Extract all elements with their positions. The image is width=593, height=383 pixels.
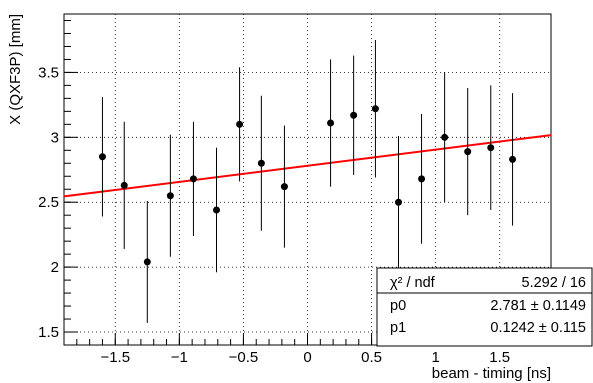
y-tick-label: 3.5 — [38, 64, 59, 81]
y-tick-label: 3 — [51, 129, 59, 146]
data-point — [441, 72, 449, 203]
data-point — [394, 136, 402, 269]
data-point — [236, 67, 244, 182]
point-marker — [350, 111, 358, 119]
data-point — [280, 125, 288, 248]
point-marker — [418, 175, 426, 183]
x-tick-label: 0.5 — [361, 349, 382, 366]
stats-chi2-value: 5.292 / 16 — [522, 275, 587, 291]
x-axis-title: beam - timing [ns] — [432, 365, 551, 382]
y-tick-label: 2.5 — [38, 194, 59, 211]
point-marker — [441, 133, 449, 141]
x-tick-label: −1 — [171, 349, 188, 366]
point-marker — [166, 192, 174, 200]
point-marker — [143, 258, 151, 266]
data-point — [143, 200, 151, 323]
tick-labels: −1.5 −1 −0.5 0 0.5 1 1.5 1.5 2 2.5 3 3.5 — [38, 64, 510, 366]
y-axis-title: X (QXF3P) [mm] — [7, 14, 24, 125]
stats-p0-value: 2.781 ± 0.1149 — [490, 298, 586, 314]
data-point — [464, 87, 472, 216]
x-tick-label: 1 — [431, 349, 439, 366]
point-marker — [98, 153, 106, 161]
data-point — [98, 97, 106, 217]
stats-chi2-label: χ² / ndf — [390, 275, 436, 291]
data-points — [98, 39, 517, 323]
data-point — [509, 93, 517, 226]
point-marker — [487, 144, 495, 152]
stats-box: χ² / ndf 5.292 / 16 p0 2.781 ± 0.1149 p1… — [376, 267, 593, 347]
point-marker — [236, 120, 244, 128]
data-point — [327, 59, 335, 187]
point-marker — [464, 148, 472, 156]
point-marker — [327, 119, 335, 127]
point-marker — [189, 175, 197, 183]
data-point — [350, 55, 358, 175]
y-tick-label: 1.5 — [38, 324, 59, 341]
point-marker — [280, 183, 288, 191]
point-marker — [509, 155, 517, 163]
fit-line-segment — [63, 134, 552, 198]
point-marker — [394, 198, 402, 206]
data-point — [257, 95, 265, 231]
x-tick-label: 0 — [303, 349, 311, 366]
x-tick-label: −0.5 — [229, 349, 259, 366]
point-marker — [371, 105, 379, 113]
data-point — [418, 113, 426, 244]
stats-p1-label: p1 — [390, 320, 406, 336]
point-marker — [213, 206, 221, 214]
fit-line — [63, 134, 552, 198]
stats-p1-value: 0.1242 ± 0.115 — [490, 320, 586, 336]
data-point — [371, 39, 379, 178]
data-point — [166, 134, 174, 257]
x-tick-label: −1.5 — [100, 349, 130, 366]
point-marker — [257, 159, 265, 167]
point-marker — [120, 181, 128, 189]
data-point — [120, 121, 128, 249]
y-tick-label: 2 — [51, 259, 59, 276]
data-point — [189, 121, 197, 236]
stats-p0-label: p0 — [390, 298, 406, 314]
data-point — [487, 85, 495, 211]
data-point — [213, 147, 221, 273]
x-tick-label: 1.5 — [489, 349, 510, 366]
